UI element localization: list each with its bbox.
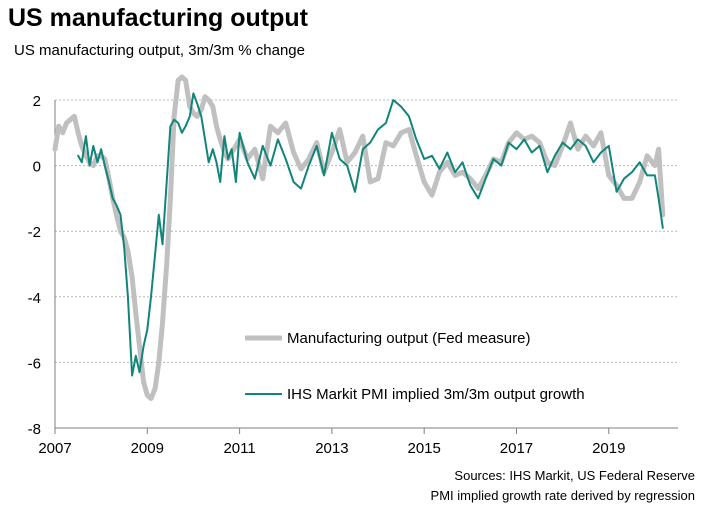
fed-output-line bbox=[52, 74, 666, 401]
chart-title: US manufacturing output bbox=[8, 4, 308, 32]
x-tick-label: 2019 bbox=[592, 440, 625, 457]
y-tick-label: -4 bbox=[28, 290, 41, 307]
legend-label: IHS Markit PMI implied 3m/3m output grow… bbox=[287, 386, 585, 403]
x-tick-label: 2007 bbox=[38, 440, 71, 457]
source-note: Sources: IHS Markit, US Federal Reserve bbox=[454, 468, 695, 483]
x-tick-label: 2017 bbox=[500, 440, 533, 457]
y-tick-label: -2 bbox=[28, 224, 41, 241]
pmi-implied-line bbox=[77, 92, 664, 377]
x-tick-label: 2013 bbox=[315, 440, 348, 457]
y-tick-label: 0 bbox=[33, 159, 41, 176]
y-tick-label: 2 bbox=[33, 93, 41, 110]
legend-label: Manufacturing output (Fed measure) bbox=[287, 330, 530, 347]
method-note: PMI implied growth rate derived by regre… bbox=[430, 488, 695, 503]
y-tick-label: -6 bbox=[28, 355, 41, 372]
x-tick-label: 2011 bbox=[223, 440, 255, 457]
y-tick-label: -8 bbox=[28, 421, 41, 438]
x-tick-label: 2009 bbox=[131, 440, 164, 457]
y-axis-label: US manufacturing output, 3m/3m % change bbox=[14, 42, 305, 59]
x-tick-label: 2015 bbox=[407, 440, 440, 457]
